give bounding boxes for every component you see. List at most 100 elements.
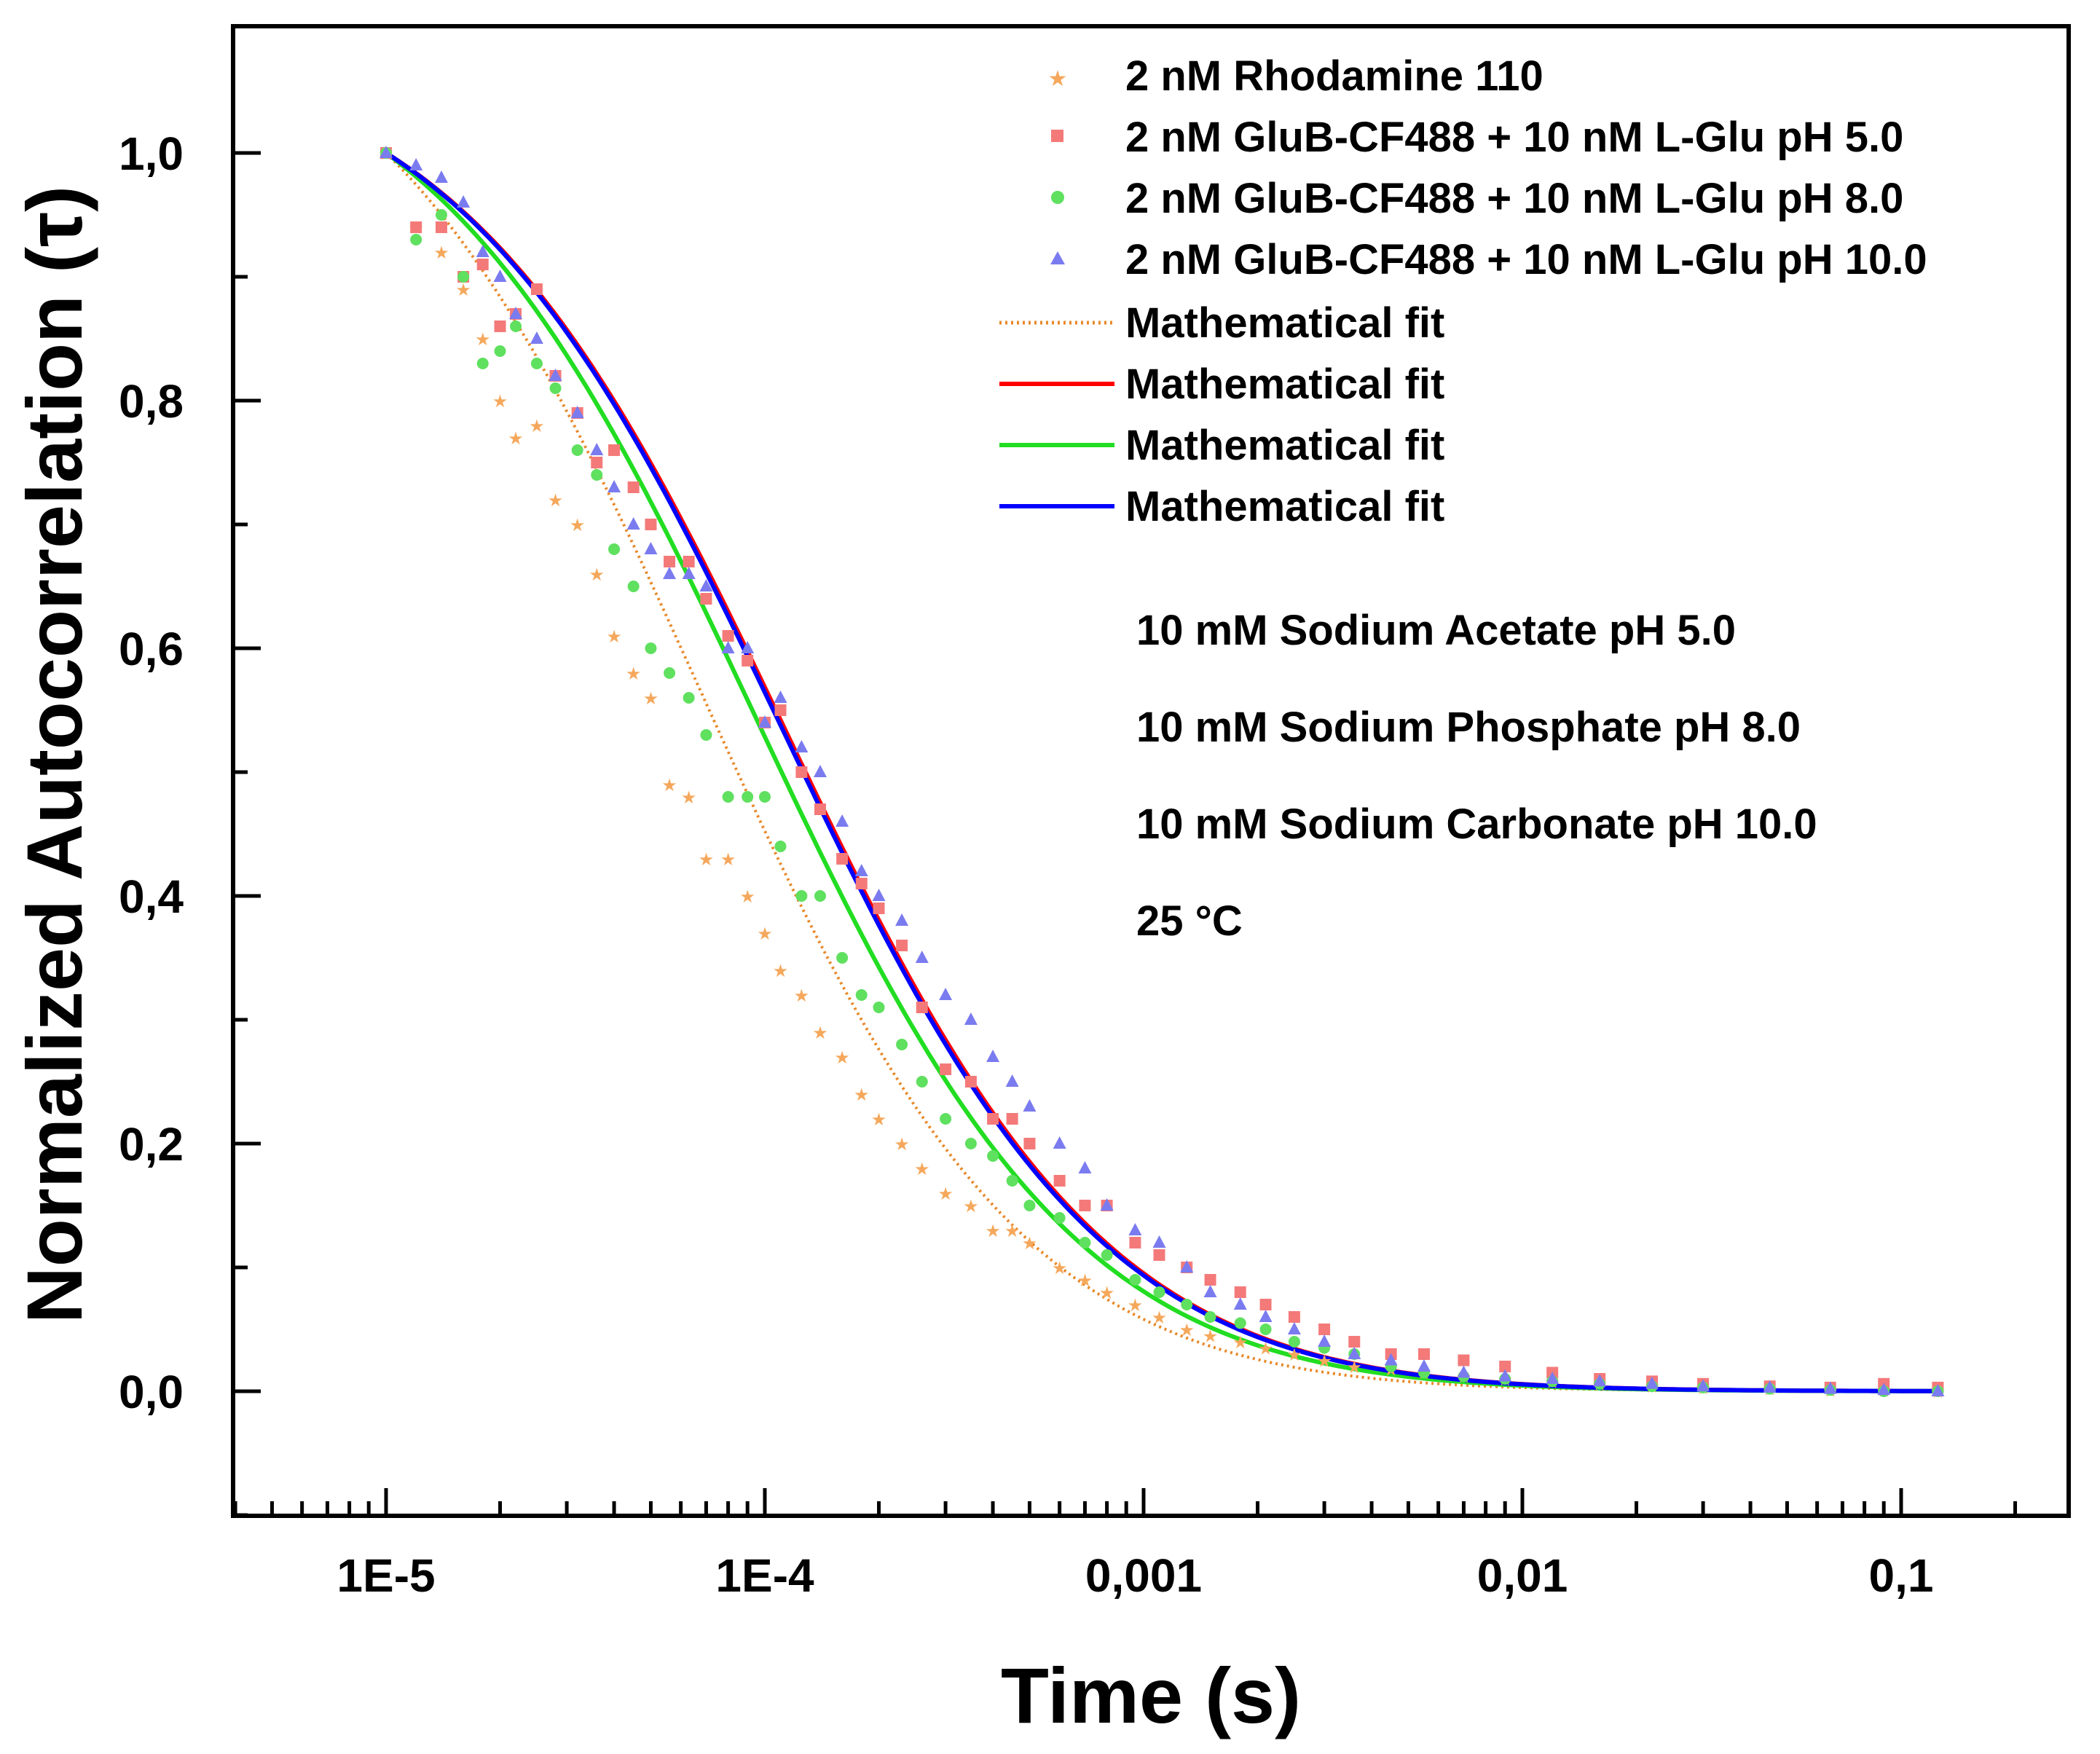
data-point-s1: [1259, 1299, 1272, 1310]
data-point-s2: [627, 581, 640, 592]
data-point-s1: [814, 803, 826, 815]
data-point-s2: [664, 667, 676, 679]
data-point-s1: [1234, 1286, 1246, 1298]
data-point-s0: ★: [963, 1197, 979, 1216]
data-point-s3: [644, 542, 658, 554]
data-point-s2: [1234, 1317, 1246, 1329]
data-point-s1: [664, 556, 676, 567]
data-point-s0: ★: [1004, 1222, 1020, 1241]
data-point-s1: [896, 940, 908, 951]
data-point-s3: [774, 691, 787, 703]
data-point-s1: [591, 457, 603, 468]
data-point-s3: [1259, 1310, 1273, 1322]
data-point-s3: [590, 443, 604, 455]
data-point-s3: [1078, 1161, 1092, 1173]
data-point-s1: [855, 878, 868, 889]
legend-label-fit-ph5: Mathematical fit: [1125, 361, 1444, 408]
data-point-s2: [494, 345, 506, 357]
data-point-s3: [1457, 1365, 1471, 1378]
data-point-s0: ★: [757, 924, 773, 944]
data-point-s3: [1005, 1074, 1019, 1087]
data-point-s0: ★: [1052, 1259, 1068, 1278]
data-point-s1: [1348, 1336, 1361, 1348]
data-point-s1: [530, 283, 543, 295]
data-point-s0: ★: [1022, 1234, 1038, 1254]
data-point-s0: ★: [589, 565, 605, 585]
data-point-s3: [1180, 1260, 1194, 1273]
legend-label-rhodamine: 2 nM Rhodamine 110: [1125, 52, 1543, 100]
data-point-s0: ★: [643, 689, 659, 709]
data-point-s0: ★: [1077, 1271, 1093, 1291]
y-tick-label: 0,8: [119, 375, 184, 428]
data-point-s3: [1318, 1334, 1332, 1347]
data-point-s0: ★: [894, 1135, 910, 1155]
data-point-s3: [457, 195, 471, 208]
legend-marker-ph5: [1051, 130, 1063, 142]
data-point-s2: [1006, 1175, 1018, 1187]
legend-marker-rhodamine: ★: [1048, 67, 1068, 91]
data-point-s0: ★: [1128, 1296, 1144, 1316]
x-tick-label: 0,1: [1869, 1549, 1934, 1602]
data-point-s0: ★: [937, 1184, 953, 1204]
data-point-s3: [1417, 1359, 1431, 1372]
data-point-s2: [457, 271, 470, 283]
data-point-s2: [571, 444, 583, 456]
data-point-s3: [1233, 1297, 1247, 1310]
data-point-s0: ★: [661, 776, 677, 795]
y-axis-title: Normalized Autocorrelation (τ): [10, 186, 98, 1324]
data-point-s2: [742, 791, 754, 803]
data-point-s0: ★: [720, 850, 736, 870]
data-point-s3: [699, 579, 713, 591]
data-point-s2: [530, 358, 543, 369]
data-point-s2: [645, 642, 657, 654]
annotation-temperature: 25 °C: [1136, 897, 1243, 945]
data-point-s0: ★: [475, 330, 491, 350]
data-point-s1: [476, 259, 489, 270]
data-point-s1: [1499, 1361, 1511, 1372]
x-tick-label: 1E-5: [337, 1549, 435, 1602]
data-point-s1: [1023, 1138, 1036, 1149]
data-point-s2: [510, 320, 522, 332]
data-point-s1: [1153, 1249, 1165, 1261]
data-point-s2: [1204, 1311, 1216, 1323]
data-point-s2: [722, 791, 734, 803]
data-point-s1: [987, 1113, 999, 1125]
data-point-s3: [476, 245, 489, 257]
data-point-s0: ★: [1203, 1327, 1219, 1347]
legend-label-fit-ph8: Mathematical fit: [1125, 422, 1444, 469]
annotation-acetate: 10 mM Sodium Acetate pH 5.0: [1136, 607, 1736, 654]
data-point-s0: ★: [529, 417, 545, 436]
data-point-s3: [939, 988, 953, 1000]
data-point-s3: [663, 567, 677, 579]
data-point-s1: [1288, 1311, 1300, 1323]
data-point-s3: [835, 814, 849, 827]
legend-marker-ph10: [1050, 251, 1065, 264]
data-point-s0: ★: [1347, 1358, 1363, 1377]
data-point-s1: [836, 853, 849, 865]
data-point-s0: ★: [548, 491, 564, 511]
data-point-s1: [700, 593, 712, 605]
data-point-s2: [435, 209, 447, 221]
data-point-s3: [548, 369, 562, 381]
data-point-s0: ★: [455, 280, 471, 300]
data-point-s0: ★: [739, 887, 755, 907]
data-point-s2: [1153, 1286, 1165, 1298]
data-point-s0: ★: [914, 1160, 930, 1179]
data-point-s0: ★: [1286, 1345, 1302, 1365]
data-point-s3: [1823, 1381, 1837, 1394]
data-point-s2: [591, 469, 603, 481]
data-point-s2: [476, 358, 489, 369]
y-tick-label: 0,4: [119, 870, 184, 923]
data-point-s2: [683, 692, 695, 704]
data-point-s0: ★: [433, 243, 449, 263]
data-point-s0: ★: [1099, 1283, 1115, 1303]
data-point-s3: [530, 331, 543, 344]
x-tick-label: 0,01: [1477, 1549, 1568, 1602]
data-point-s3: [1053, 1136, 1066, 1149]
data-point-s2: [916, 1076, 928, 1088]
data-point-s1: [1204, 1274, 1216, 1286]
y-tick-label: 0,6: [119, 623, 184, 675]
data-point-s2: [759, 791, 771, 803]
data-point-s3: [1498, 1369, 1512, 1382]
data-point-s3: [493, 270, 507, 282]
